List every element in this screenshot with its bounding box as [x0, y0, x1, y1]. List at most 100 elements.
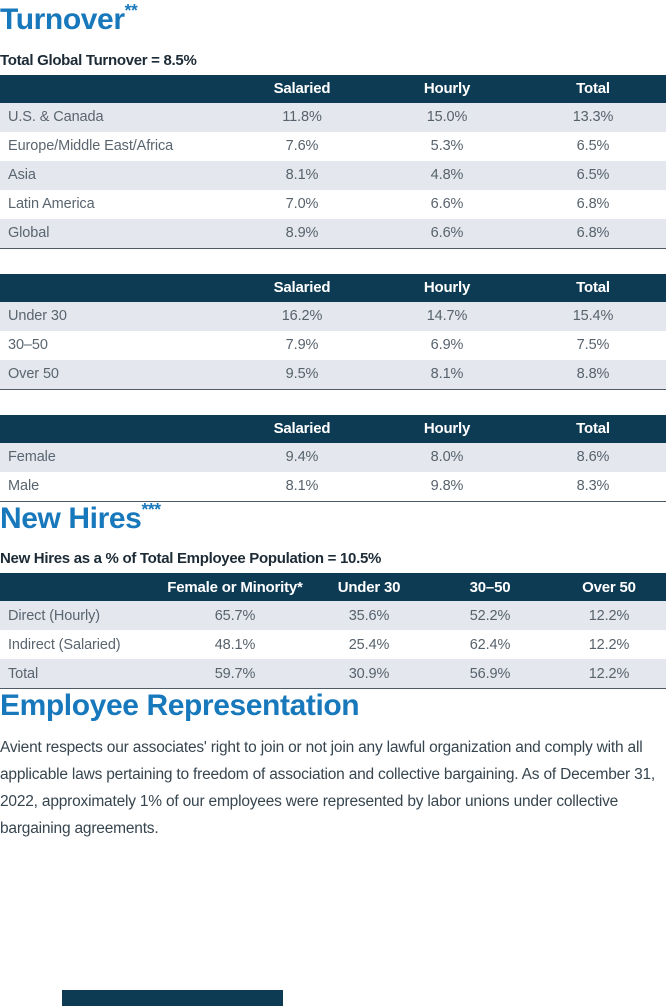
column-header-salaried: Salaried	[230, 74, 374, 103]
cell-value: 35.6%	[348, 607, 390, 624]
cell-value: 9.4%	[285, 449, 319, 466]
cell-value: 6.8%	[576, 225, 610, 242]
table-header-row: Salaried Hourly Total	[0, 74, 666, 103]
cell-value: 6.5%	[576, 167, 610, 184]
cell-value: 12.2%	[588, 665, 630, 682]
turnover-heading-text: Turnover	[0, 3, 125, 36]
cell-value: 12.2%	[588, 636, 630, 653]
table-header-row: Salaried Hourly Total	[0, 414, 666, 443]
corner-cell	[0, 414, 230, 443]
row-label: Direct (Hourly)	[8, 607, 100, 624]
row-label: Latin America	[8, 196, 95, 213]
cell-value: 5.3%	[430, 138, 464, 155]
row-label: Europe/Middle East/Africa	[8, 138, 174, 155]
cell-value: 6.8%	[576, 196, 610, 213]
cell-value: 56.9%	[469, 665, 511, 682]
cell-value: 8.9%	[285, 225, 319, 242]
table-row: Male 8.1% 9.8% 8.3%	[0, 471, 666, 502]
row-label: Female	[8, 449, 56, 466]
cell-value: 4.8%	[430, 167, 464, 184]
cell-value: 12.2%	[588, 607, 630, 624]
employee-representation-body: Avient respects our associates' right to…	[0, 738, 656, 837]
cell-value: 14.7%	[426, 308, 468, 325]
column-header-female-or-minority: Female or Minority*	[160, 573, 310, 602]
cell-value: 52.2%	[469, 607, 511, 624]
cell-value: 15.4%	[572, 308, 614, 325]
cell-value: 7.5%	[576, 337, 610, 354]
cell-value: 6.6%	[430, 196, 464, 213]
cell-value: 8.6%	[576, 449, 610, 466]
cell-value: 7.0%	[285, 196, 319, 213]
table-row: Female 9.4% 8.0% 8.6%	[0, 442, 666, 472]
cell-value: 8.3%	[576, 478, 610, 495]
table-row: Europe/Middle East/Africa 7.6% 5.3% 6.5%	[0, 131, 666, 161]
cell-value: 13.3%	[572, 109, 614, 126]
cell-value: 62.4%	[469, 636, 511, 653]
cell-value: 9.5%	[285, 366, 319, 383]
row-label: U.S. & Canada	[8, 109, 104, 126]
cell-value: 6.5%	[576, 138, 610, 155]
column-header-under-30: Under 30	[310, 573, 428, 602]
cell-value: 59.7%	[214, 665, 256, 682]
turnover-footnote-mark: **	[124, 0, 138, 20]
new-hires-table: Female or Minority* Under 30 30–50 Over …	[0, 573, 666, 690]
table-row: Under 30 16.2% 14.7% 15.4%	[0, 301, 666, 331]
cell-value: 48.1%	[214, 636, 256, 653]
table-row: Over 50 9.5% 8.1% 8.8%	[0, 359, 666, 390]
column-header-hourly: Hourly	[374, 414, 520, 443]
row-label: Male	[8, 478, 40, 495]
cell-value: 8.0%	[430, 449, 464, 466]
table-row: Asia 8.1% 4.8% 6.5%	[0, 160, 666, 190]
row-label: Global	[8, 225, 50, 242]
column-header-salaried: Salaried	[230, 414, 374, 443]
table-header-row: Female or Minority* Under 30 30–50 Over …	[0, 573, 666, 602]
cell-value: 6.9%	[430, 337, 464, 354]
row-label: Over 50	[8, 366, 59, 383]
cell-value: 8.1%	[430, 366, 464, 383]
new-hires-heading: New Hires***	[0, 498, 666, 536]
turnover-by-age-table: Salaried Hourly Total Under 30 16.2% 14.…	[0, 273, 666, 390]
table-row: Latin America 7.0% 6.6% 6.8%	[0, 189, 666, 219]
corner-cell	[0, 273, 230, 302]
column-header-over-50: Over 50	[552, 573, 666, 602]
cell-value: 7.9%	[285, 337, 319, 354]
cell-value: 8.1%	[285, 167, 319, 184]
corner-cell	[0, 74, 230, 103]
turnover-heading: Turnover**	[0, 0, 666, 37]
cell-value: 6.6%	[430, 225, 464, 242]
new-hires-footnote-mark: ***	[141, 498, 161, 519]
row-label: Total	[8, 665, 39, 682]
cell-value: 9.8%	[430, 478, 464, 495]
cell-value: 15.0%	[426, 109, 468, 126]
cell-value: 7.6%	[285, 138, 319, 155]
column-header-hourly: Hourly	[374, 273, 520, 302]
table-row: 30–50 7.9% 6.9% 7.5%	[0, 330, 666, 360]
column-header-hourly: Hourly	[374, 74, 520, 103]
row-label: Asia	[8, 167, 36, 184]
new-hires-subtitle: New Hires as a % of Total Employee Popul…	[0, 550, 382, 568]
column-header-salaried: Salaried	[230, 273, 374, 302]
corner-cell	[0, 573, 160, 602]
new-hires-heading-text: New Hires	[0, 501, 142, 535]
turnover-by-gender-table: Salaried Hourly Total Female 9.4% 8.0% 8…	[0, 414, 666, 502]
row-label: Indirect (Salaried)	[8, 636, 121, 653]
employee-representation-heading: Employee Representation	[0, 689, 360, 723]
table-row: Global 8.9% 6.6% 6.8%	[0, 218, 666, 249]
column-header-total: Total	[520, 414, 666, 443]
cell-value: 8.8%	[576, 366, 610, 383]
cell-value: 30.9%	[348, 665, 390, 682]
table-row: Indirect (Salaried) 48.1% 25.4% 62.4% 12…	[0, 630, 666, 660]
turnover-subtitle: Total Global Turnover = 8.5%	[0, 51, 197, 69]
column-header-total: Total	[520, 74, 666, 103]
cell-value: 11.8%	[282, 109, 322, 126]
cell-value: 65.7%	[214, 607, 256, 624]
table-row: Direct (Hourly) 65.7% 35.6% 52.2% 12.2%	[0, 601, 666, 631]
row-label: Under 30	[8, 308, 67, 325]
column-header-30-50: 30–50	[428, 573, 552, 602]
cell-value: 16.2%	[281, 308, 323, 325]
table-header-row: Salaried Hourly Total	[0, 273, 666, 302]
row-label: 30–50	[8, 337, 48, 354]
cell-value: 8.1%	[285, 478, 319, 495]
turnover-by-region-table: Salaried Hourly Total U.S. & Canada 11.8…	[0, 74, 666, 249]
